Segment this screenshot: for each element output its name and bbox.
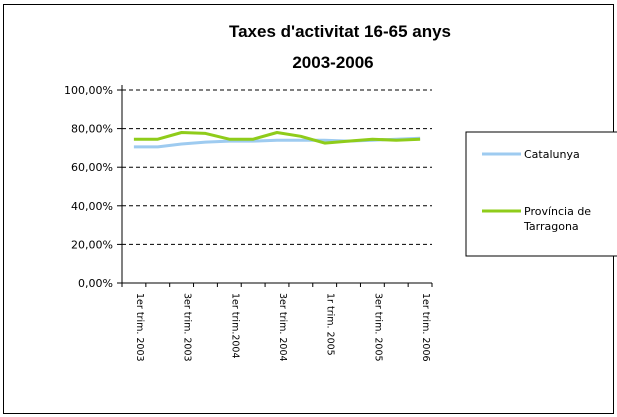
legend-label-tarragona-line-2: Tarragona: [523, 220, 579, 233]
x-tick-label: 3er trim. 2005: [372, 293, 383, 362]
x-axis-tick-labels: 1er trim. 2003 3er trim. 2003 1er trim.200…: [134, 293, 431, 362]
x-tick-label: 3er trim. 2004: [277, 293, 288, 362]
series-lines: [133, 131, 421, 149]
x-tick-label: 1er trim. 2006: [420, 293, 431, 362]
y-tick-label: 20,00%: [71, 238, 113, 251]
chart-title-line-1: Taxes d'activitat 16-65 anys: [229, 22, 451, 41]
series-line-1: [133, 131, 421, 145]
y-tick-label: 100,00%: [64, 84, 113, 97]
x-tick-label: 1r trim. 2005: [325, 293, 336, 356]
legend-label-catalunya: Catalunya: [524, 148, 580, 161]
y-tick-label: 80,00%: [71, 123, 113, 136]
x-tick-label: 1er trim. 2003: [134, 293, 145, 362]
y-tick-label: 0,00%: [78, 277, 113, 290]
y-tick-label: 40,00%: [71, 200, 113, 213]
y-tick-label: 60,00%: [71, 161, 113, 174]
x-tick-label: 1er trim.2004: [229, 293, 240, 359]
chart-title-line-2: 2003-2006: [292, 53, 373, 72]
axes: [117, 85, 433, 287]
x-tick-label: 3er trim. 2003: [182, 293, 193, 362]
legend-label-tarragona-line-1: Província de: [524, 205, 591, 218]
gridlines: [122, 89, 432, 245]
y-axis-tick-labels: 100,00% 80,00% 60,00% 40,00% 20,00% 0,00%: [64, 84, 113, 290]
legend: Catalunya Província de Tarragona: [465, 131, 617, 257]
